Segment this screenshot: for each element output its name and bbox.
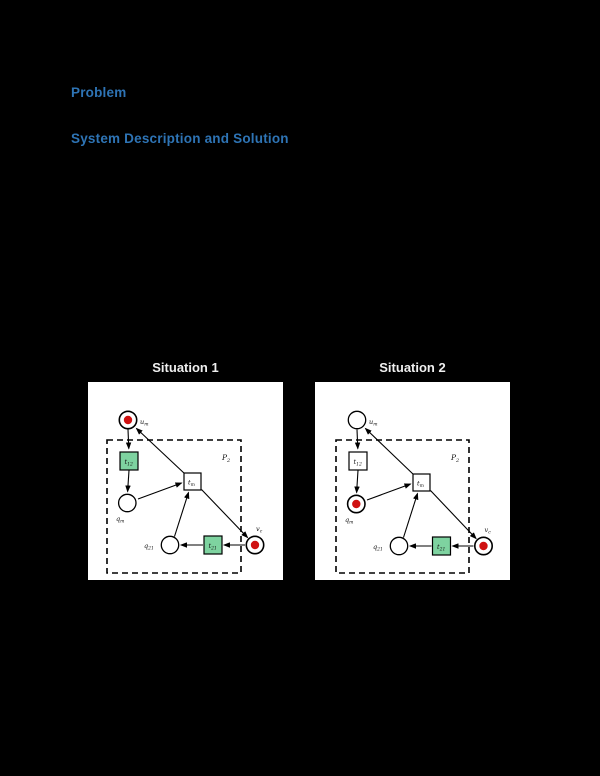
label-left-place: qm	[345, 516, 353, 526]
transition-t21	[203, 535, 223, 555]
arc-leftplace-to-tm	[137, 482, 183, 500]
place-left	[117, 493, 137, 513]
place-bottom	[160, 535, 180, 555]
place-bottom	[389, 536, 409, 556]
heading-system-description: System Description and Solution	[71, 131, 289, 146]
label-t21: t21	[437, 543, 445, 553]
token-right-place	[250, 540, 260, 550]
dashed-subsystem-box	[106, 439, 242, 574]
arc-leftplace-to-tm	[366, 483, 412, 501]
transition-tm	[412, 473, 431, 492]
label-top-place: um	[140, 418, 148, 428]
transition-tm	[183, 472, 202, 491]
label-right-place: vc	[485, 526, 492, 536]
subsystem-label: P2	[450, 453, 459, 464]
label-t12: t12	[354, 458, 362, 468]
arc-tm-to-rightplace	[201, 489, 249, 539]
arc-bottomplace-to-tm	[402, 492, 419, 538]
transition-t12	[348, 451, 368, 471]
arc-tm-to-topplace	[364, 427, 415, 476]
arc-topplace-to-t12	[125, 429, 132, 450]
transition-t12	[119, 451, 139, 471]
arc-t12-to-leftplace	[354, 470, 360, 494]
heading-problem: Problem	[71, 85, 127, 100]
label-bottom-place: q21	[144, 542, 154, 552]
label-right-place: vc	[256, 525, 263, 535]
label-tm: tm	[188, 479, 195, 489]
arc-tm-to-topplace	[135, 427, 186, 475]
label-tm: tm	[417, 480, 424, 490]
label-top-place: um	[369, 418, 377, 428]
petri-net-diagram-1: P2 um t12 qm tm q21 t21	[106, 410, 265, 574]
figure-title-situation-2: Situation 2	[379, 360, 446, 375]
token-top-place	[123, 415, 133, 425]
label-bottom-place: q21	[373, 543, 383, 553]
label-t12: t12	[125, 458, 133, 468]
token-left-place	[352, 499, 361, 509]
arc-topplace-to-t12	[354, 429, 361, 450]
arc-bottomplace-to-tm	[173, 491, 190, 537]
arc-group	[125, 427, 249, 548]
label-left-place: qm	[116, 515, 124, 525]
arc-t12-to-leftplace	[125, 470, 131, 493]
petri-net-panel-situation-1: P2 um t12 qm tm q21 t21	[88, 382, 283, 580]
figure-title-situation-1: Situation 1	[152, 360, 219, 375]
label-t21: t21	[209, 542, 217, 552]
arc-tm-to-rightplace	[430, 490, 477, 540]
place-top	[347, 410, 367, 430]
petri-net-panel-situation-2: P2 um t12 qm tm q21 t21 vc	[315, 382, 510, 580]
arc-group	[354, 427, 477, 549]
subsystem-label: P2	[221, 453, 230, 464]
dashed-subsystem-box	[335, 439, 470, 574]
transition-t21	[431, 536, 452, 556]
petri-net-diagram-2: P2 um t12 qm tm q21 t21 vc	[335, 410, 494, 574]
token-right-place	[479, 541, 488, 551]
